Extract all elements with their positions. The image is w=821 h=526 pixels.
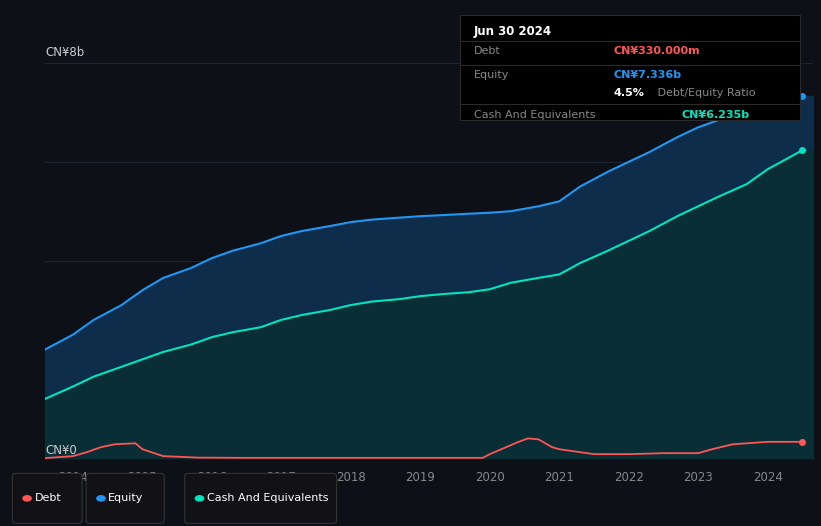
Text: CN¥0: CN¥0 [45, 444, 77, 458]
Text: CN¥7.336b: CN¥7.336b [613, 69, 681, 79]
Text: CN¥6.235b: CN¥6.235b [681, 109, 749, 119]
Text: Debt: Debt [34, 493, 62, 503]
Text: 4.5%: 4.5% [613, 88, 644, 98]
Text: Equity: Equity [474, 69, 509, 79]
Text: CN¥330.000m: CN¥330.000m [613, 46, 699, 56]
Text: Debt/Equity Ratio: Debt/Equity Ratio [654, 88, 755, 98]
Text: Cash And Equivalents: Cash And Equivalents [474, 109, 595, 119]
Text: Jun 30 2024: Jun 30 2024 [474, 25, 552, 38]
Text: Debt: Debt [474, 46, 500, 56]
Text: Equity: Equity [108, 493, 144, 503]
Text: Cash And Equivalents: Cash And Equivalents [207, 493, 328, 503]
Text: CN¥8b: CN¥8b [45, 46, 85, 59]
